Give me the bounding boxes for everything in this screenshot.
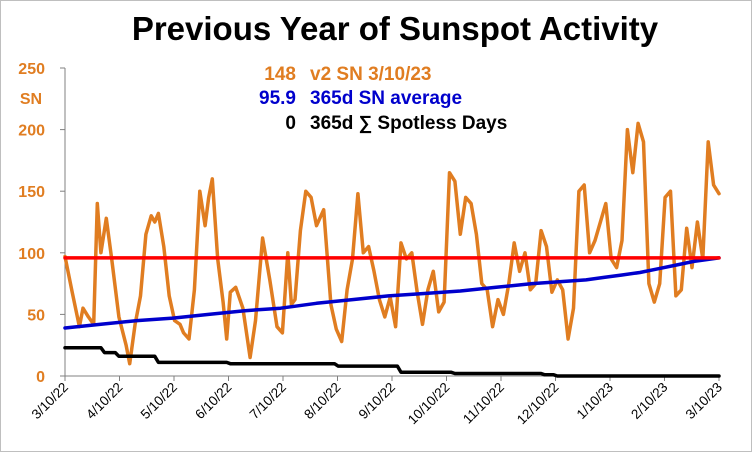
x-tick-label: 8/10/22 [301,380,343,422]
x-tick-label: 7/10/22 [247,380,289,422]
x-tick-label: 3/10/22 [29,380,71,422]
x-tick-label: 9/10/22 [356,380,398,422]
x-tick-label: 2/10/23 [628,380,670,422]
annotation-label: v2 SN 3/10/23 [310,64,431,85]
annotation-value: 95.9 [259,88,296,109]
y-tick-label: 100 [18,246,45,263]
y-tick-label: 200 [18,123,45,140]
365d-sn-average-line [63,256,721,330]
annotation-value: 148 [264,64,296,85]
x-tick-label: 12/10/22 [514,380,562,428]
chart-title: Previous Year of Sunspot Activity [131,10,659,47]
daily-v2-sn-line [63,121,721,366]
annotation-label: 365d SN average [310,88,462,109]
x-tick-label: 5/10/22 [138,380,180,422]
annotation-label: 365d ∑ Spotless Days [310,113,507,134]
x-tick-label: 11/10/22 [460,380,507,427]
x-tick-label: 10/10/22 [405,380,453,428]
y-tick-label: 0 [36,369,45,386]
y-tick-label: 50 [27,307,45,324]
annotation-value: 0 [285,113,296,134]
x-tick-label: 4/10/22 [83,380,125,422]
x-tick-label: 1/10/23 [574,380,616,422]
365d-spotless-days-line [63,345,721,378]
x-tick-label: 6/10/22 [192,380,234,422]
x-tick-label: 3/10/23 [683,380,725,422]
y-tick-label: 250 [18,61,45,78]
y-tick-label: 150 [18,184,45,201]
y-axis-label: SN [20,91,42,108]
